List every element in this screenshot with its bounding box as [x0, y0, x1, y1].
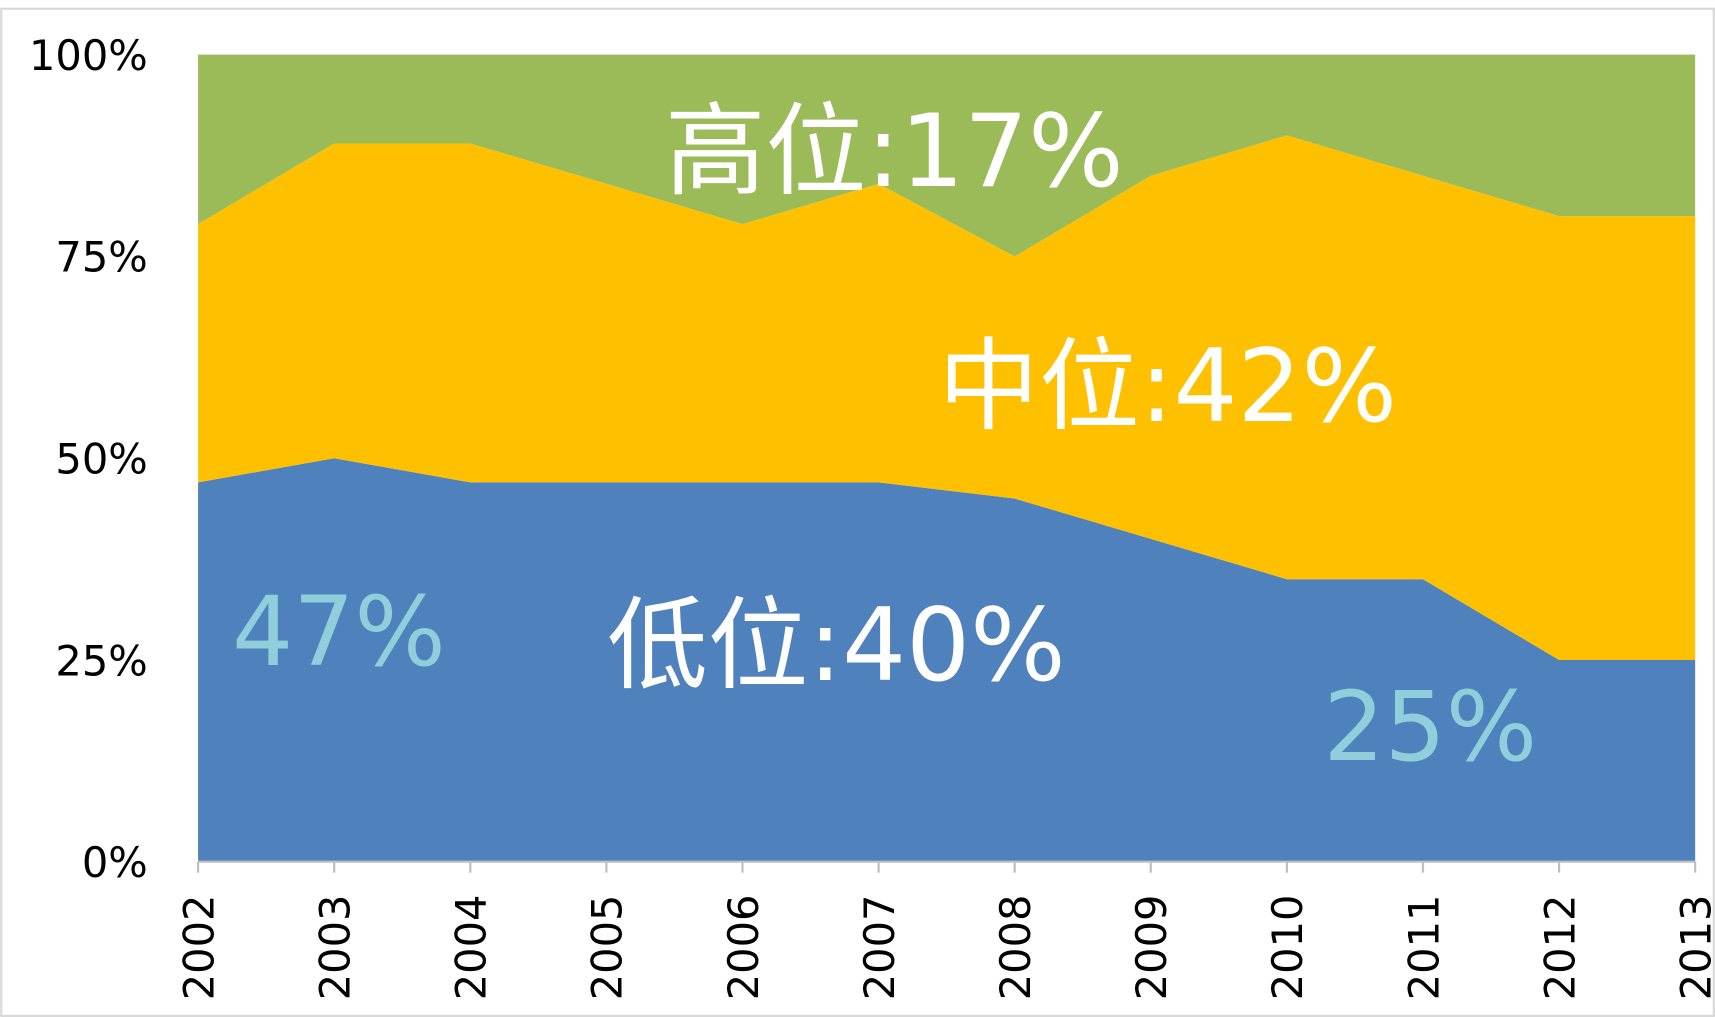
annotation: 25% — [1323, 671, 1537, 783]
x-tick-label: 2006 — [719, 895, 768, 1001]
annotation: 47% — [232, 576, 446, 688]
x-tick-label: 2012 — [1535, 895, 1584, 1001]
x-tick-label: 2013 — [1671, 895, 1715, 1001]
y-tick-label: 50% — [55, 435, 147, 484]
x-tick-label: 2011 — [1399, 895, 1448, 1001]
chart-frame — [0, 7, 1715, 1017]
annotation: 低位:40% — [607, 587, 1066, 704]
x-tick-label: 2008 — [991, 895, 1040, 1001]
x-tick-label: 2007 — [855, 895, 904, 1001]
x-tick-label: 2009 — [1127, 895, 1176, 1001]
x-tick-label: 2010 — [1263, 895, 1312, 1001]
area — [198, 135, 1696, 660]
y-tick-label: 0% — [82, 838, 148, 887]
y-tick-label: 75% — [55, 233, 147, 282]
x-tick-label: 2004 — [447, 895, 496, 1001]
area — [198, 458, 1696, 862]
x-tick-label: 2005 — [583, 895, 632, 1001]
y-tick-label: 25% — [55, 636, 147, 685]
annotation: 中位:42% — [938, 328, 1397, 445]
x-tick-label: 2002 — [174, 895, 223, 1001]
annotation: 高位:17% — [665, 93, 1124, 210]
area — [198, 54, 1696, 257]
y-tick-label: 100% — [29, 31, 148, 80]
x-tick-label: 2003 — [310, 895, 359, 1001]
